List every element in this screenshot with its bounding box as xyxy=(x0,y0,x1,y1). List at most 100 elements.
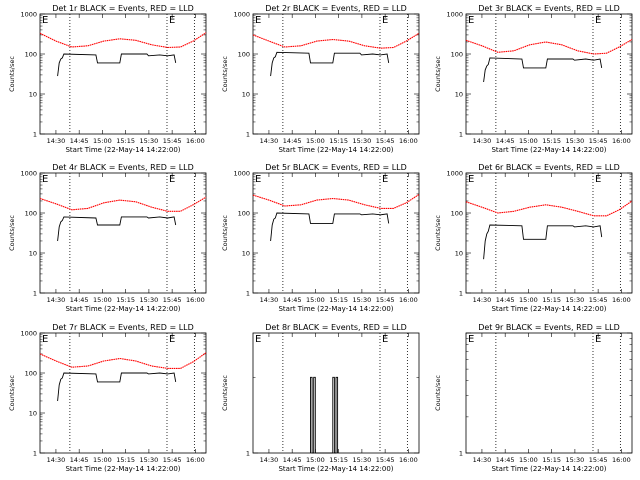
x-axis-label: Start Time (22-May-14 14:22:00) xyxy=(65,146,180,154)
x-tick-label: 15:15 xyxy=(116,296,135,304)
events-series-line xyxy=(310,376,339,454)
x-tick-label: 15:15 xyxy=(542,296,561,304)
lld-series-line xyxy=(39,32,207,49)
x-axis-label: Start Time (22-May-14 14:22:00) xyxy=(491,465,606,473)
y-axis-label: Counts/sec xyxy=(434,215,442,251)
y-axis-label: Counts/sec xyxy=(221,375,229,411)
event-marker-label: E xyxy=(42,15,48,26)
chart-panel-3: Det 3r BLACK = Events, RED = LLD 1 10 100 10… xyxy=(434,4,633,154)
chart-title: Det 4r BLACK = Events, RED = LLD xyxy=(52,163,194,172)
y-tick-label: 1 xyxy=(33,290,37,298)
y-axis-label: Counts/sec xyxy=(8,375,16,411)
x-tick-label: 15:00 xyxy=(306,137,325,145)
event-marker-label: E xyxy=(468,15,474,26)
y-tick-label: 1 xyxy=(246,131,250,139)
x-tick-label: 15:30 xyxy=(140,296,159,304)
plot-frame xyxy=(39,332,207,454)
y-tick-label: 10 xyxy=(242,250,250,258)
x-tick-label: 14:45 xyxy=(70,137,89,145)
chart-panel-9: Det 9r BLACK = Events, RED = LLD 1 14:30 14… xyxy=(434,323,633,473)
lld-series-line xyxy=(252,194,420,209)
event-marker-label: E xyxy=(255,174,261,185)
x-tick-label: 15:15 xyxy=(116,456,135,464)
event-marker-label: E xyxy=(169,15,175,26)
x-tick-label: 15:45 xyxy=(589,137,608,145)
y-tick-label: 1 xyxy=(246,450,250,458)
x-axis-label: Start Time (22-May-14 14:22:00) xyxy=(65,465,180,473)
x-tick-label: 15:45 xyxy=(376,137,395,145)
x-tick-label: 15:45 xyxy=(163,137,182,145)
x-tick-label: 15:00 xyxy=(519,296,538,304)
lld-series-line xyxy=(465,39,633,55)
event-marker-label: E xyxy=(382,174,388,185)
y-tick-label: 100 xyxy=(451,210,463,218)
event-marker-label: E xyxy=(382,334,388,345)
chart-panel-5: Det 5r BLACK = Events, RED = LLD 1 10 100 10… xyxy=(221,163,420,313)
chart-panel-1: Det 1r BLACK = Events, RED = LLD 1 10 100 10… xyxy=(8,4,207,154)
x-tick-label: 15:30 xyxy=(353,137,372,145)
chart-title: Det 5r BLACK = Events, RED = LLD xyxy=(265,163,407,172)
x-tick-label: 16:00 xyxy=(186,296,205,304)
lld-series-line xyxy=(252,32,420,49)
y-tick-label: 1000 xyxy=(233,11,250,19)
events-series-line xyxy=(57,53,177,77)
y-tick-label: 1000 xyxy=(20,11,37,19)
x-tick-label: 15:00 xyxy=(519,137,538,145)
y-tick-label: 1000 xyxy=(446,11,463,19)
y-tick-label: 10 xyxy=(29,91,37,99)
chart-title: Det 9r BLACK = Events, RED = LLD xyxy=(478,323,620,332)
event-marker-label: E xyxy=(468,174,474,185)
plot-frame xyxy=(465,13,633,135)
events-series-line xyxy=(483,224,603,260)
lld-series-line xyxy=(39,352,207,369)
plot-frame xyxy=(465,172,633,294)
y-tick-label: 100 xyxy=(25,370,37,378)
chart-title: Det 2r BLACK = Events, RED = LLD xyxy=(265,4,407,13)
event-marker-label: E xyxy=(595,174,601,185)
chart-panel-2: Det 2r BLACK = Events, RED = LLD 1 10 100 10… xyxy=(221,4,420,154)
plot-frame xyxy=(39,13,207,135)
y-tick-label: 1 xyxy=(33,131,37,139)
x-tick-label: 15:00 xyxy=(306,456,325,464)
x-tick-label: 15:45 xyxy=(376,456,395,464)
x-tick-label: 15:30 xyxy=(566,296,585,304)
y-tick-label: 10 xyxy=(242,91,250,99)
x-tick-label: 16:00 xyxy=(399,137,418,145)
x-tick-label: 15:45 xyxy=(589,296,608,304)
event-marker-label: E xyxy=(255,15,261,26)
chart-title: Det 8r BLACK = Events, RED = LLD xyxy=(265,323,407,332)
x-tick-label: 15:15 xyxy=(329,137,348,145)
x-tick-label: 14:45 xyxy=(70,456,89,464)
y-axis-label: Counts/sec xyxy=(8,215,16,251)
x-tick-label: 15:15 xyxy=(542,456,561,464)
chart-panel-4: Det 4r BLACK = Events, RED = LLD 1 10 100 10… xyxy=(8,163,207,313)
x-tick-label: 15:45 xyxy=(376,296,395,304)
y-tick-label: 100 xyxy=(25,51,37,59)
x-tick-label: 14:45 xyxy=(496,137,515,145)
x-tick-label: 14:30 xyxy=(473,456,492,464)
event-marker-label: E xyxy=(595,334,601,345)
x-axis-label: Start Time (22-May-14 14:22:00) xyxy=(278,146,393,154)
y-tick-label: 1000 xyxy=(233,170,250,178)
y-tick-label: 1 xyxy=(459,131,463,139)
y-tick-label: 100 xyxy=(238,210,250,218)
y-tick-label: 10 xyxy=(29,410,37,418)
y-tick-label: 10 xyxy=(455,91,463,99)
x-tick-label: 15:00 xyxy=(93,296,112,304)
chart-panel-8: Det 8r BLACK = Events, RED = LLD 1 14:30 14… xyxy=(221,323,420,473)
x-tick-label: 15:15 xyxy=(329,456,348,464)
lld-series-line xyxy=(39,196,207,212)
x-tick-label: 16:00 xyxy=(399,456,418,464)
x-tick-label: 15:30 xyxy=(566,137,585,145)
x-tick-label: 15:15 xyxy=(542,137,561,145)
x-tick-label: 14:30 xyxy=(473,137,492,145)
x-tick-label: 15:15 xyxy=(329,296,348,304)
x-tick-label: 15:00 xyxy=(306,296,325,304)
x-tick-label: 15:45 xyxy=(589,456,608,464)
y-axis-label: Counts/sec xyxy=(8,56,16,92)
x-tick-label: 15:30 xyxy=(353,296,372,304)
x-axis-label: Start Time (22-May-14 14:22:00) xyxy=(278,465,393,473)
plot-frame xyxy=(465,332,633,454)
x-tick-label: 16:00 xyxy=(186,137,205,145)
x-tick-label: 16:00 xyxy=(612,137,631,145)
